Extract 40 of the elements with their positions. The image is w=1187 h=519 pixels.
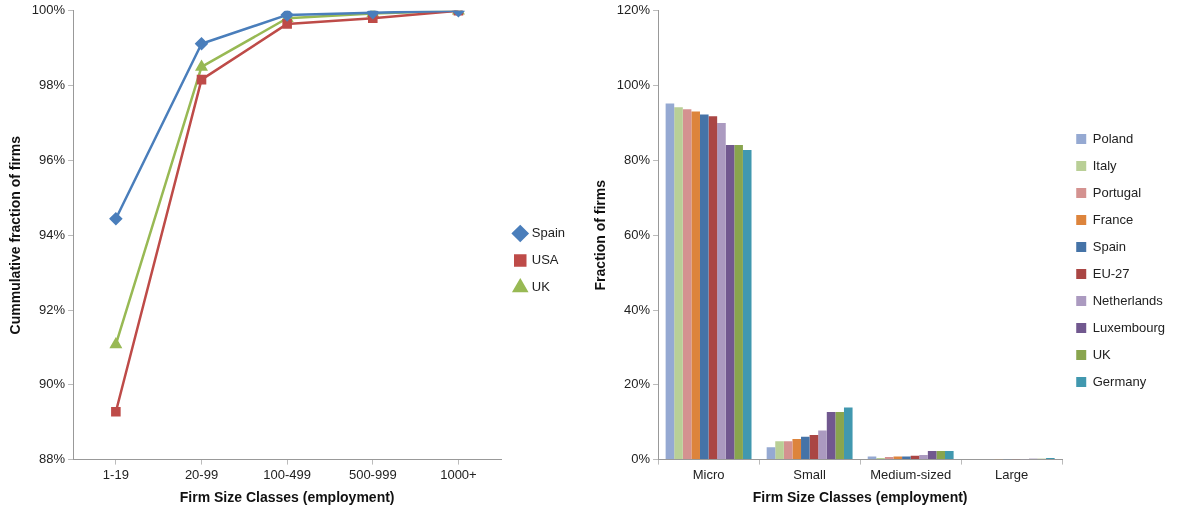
y-tick-label: 94% (39, 226, 66, 242)
x-tick-label: Medium-sized (870, 466, 952, 482)
y-tick-label: 88% (39, 451, 66, 467)
y-axis-title: Cummulative fraction of firms (7, 135, 24, 335)
x-tick-label: 1000+ (440, 466, 477, 482)
y-tick-label: 120% (616, 2, 651, 18)
x-tick-label: Small (793, 466, 826, 482)
legend-label: Italy (1092, 157, 1118, 173)
legend-label: France (1092, 211, 1134, 227)
y-tick-label: 98% (39, 77, 66, 93)
y-tick-label: 96% (39, 151, 66, 167)
y-tick-label: 40% (624, 301, 651, 317)
legend-label: Poland (1092, 130, 1134, 146)
y-tick-label: 90% (39, 376, 66, 392)
legend-label: USA (531, 252, 559, 268)
y-tick-label: 100% (31, 2, 66, 18)
x-axis-title: Firm Size Classes (employment) (752, 489, 968, 506)
x-tick-label: 500-999 (348, 466, 397, 482)
legend-label: Portugal (1092, 184, 1142, 200)
legend-label: Spain (531, 225, 565, 241)
x-tick-label: Micro (692, 466, 725, 482)
x-tick-label: 20-99 (184, 466, 219, 482)
y-tick-label: 60% (624, 226, 651, 242)
legend-label: Germany (1092, 373, 1147, 389)
y-tick-label: 20% (624, 376, 651, 392)
legend-label: Spain (1092, 238, 1126, 254)
x-tick-label: 100-499 (263, 466, 312, 482)
legend-label: Netherlands (1092, 292, 1164, 308)
x-axis-title: Firm Size Classes (employment) (179, 489, 395, 506)
legend-label: UK (1092, 346, 1112, 362)
y-tick-label: 92% (39, 301, 66, 317)
y-tick-label: 80% (624, 151, 651, 167)
legend-label: Luxembourg (1092, 319, 1166, 335)
legend-label: UK (531, 279, 551, 295)
x-tick-label: 1-19 (102, 466, 129, 482)
y-tick-label: 100% (616, 77, 651, 93)
x-tick-label: Large (995, 466, 1029, 482)
y-tick-label: 0% (631, 451, 651, 467)
y-axis-title: Fraction of firms (592, 179, 609, 291)
legend-label: EU-27 (1092, 265, 1130, 281)
